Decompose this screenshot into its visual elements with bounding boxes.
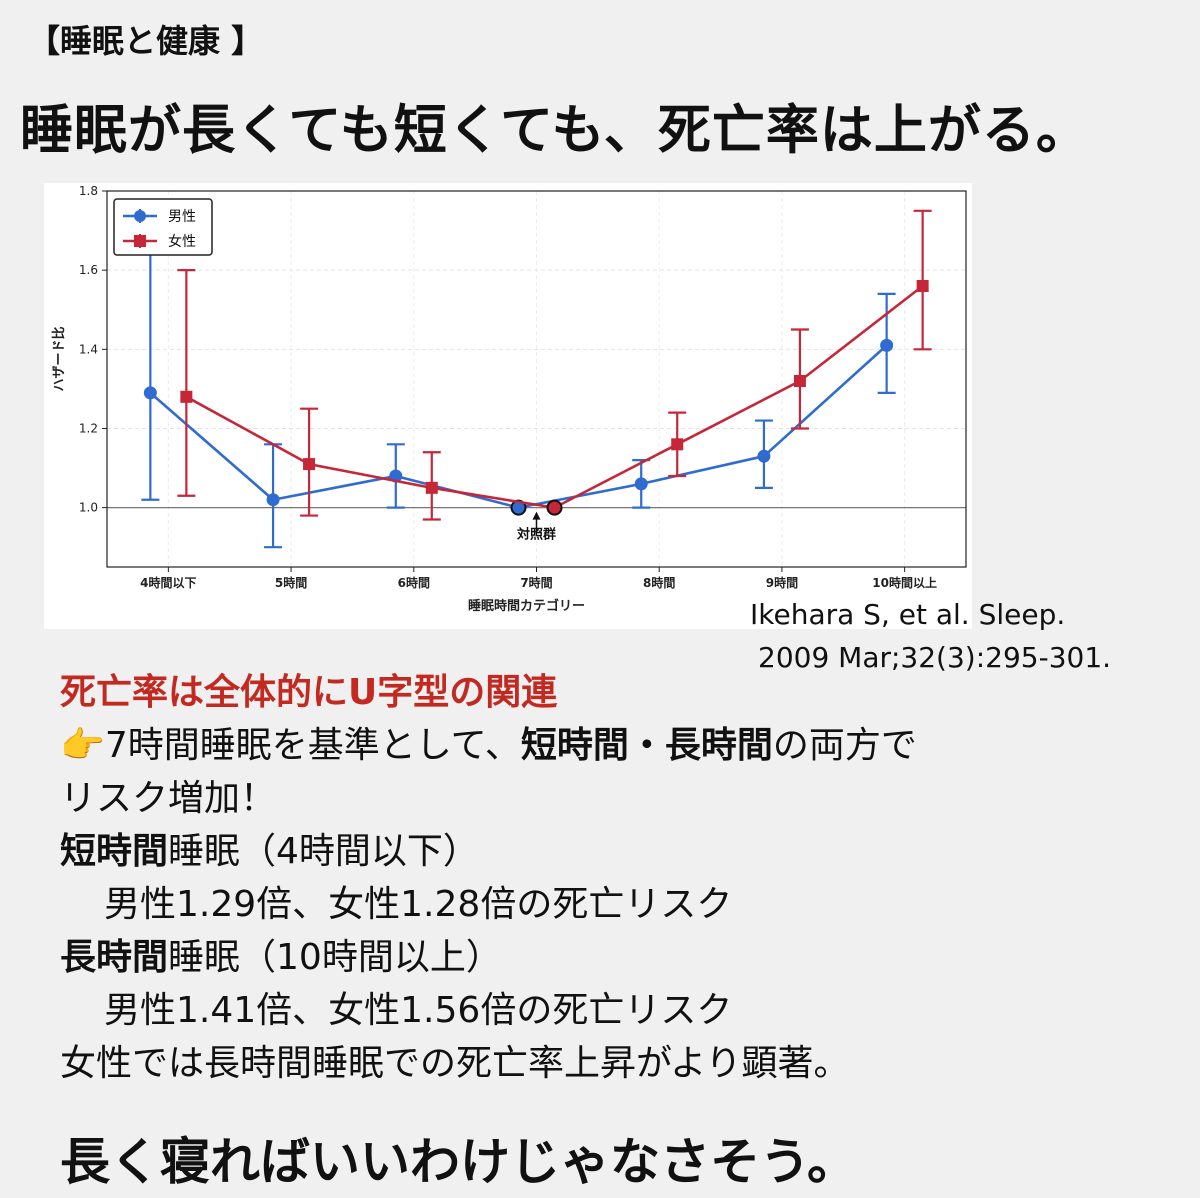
data-point-square [425,481,438,494]
female-note: 女性では長時間睡眠での死亡率上昇がより顕著。 [60,1043,850,1084]
data-point-circle [143,386,157,400]
data-point-square [671,438,684,451]
data-point-circle [266,493,280,507]
section-tag: 【睡眠と健康 】 [28,22,264,60]
short-sleep-label-bold: 短時間 [60,831,169,872]
data-point-square [916,279,929,292]
summary-text: 死亡率は全体的にU字型の関連 👉7時間睡眠を基準として、短時間・長時間の両方で … [60,666,917,1090]
legend-marker-circle [134,210,146,222]
data-point-reference [546,499,563,516]
x-tick-label: 4時間以下 [140,575,196,590]
short-sleep-label-rest: 睡眠（4時間以下） [168,831,479,872]
data-point-circle [880,338,894,352]
data-point-square [303,458,316,471]
data-point-square [180,390,193,403]
y-tick-label: 1.0 [79,501,98,515]
x-tick-label: 6時間 [398,575,430,590]
legend-label: 女性 [168,233,196,250]
citation: Ikehara S, et al. Sleep. 2009 Mar;32(3):… [750,593,1111,679]
closing-statement: 長く寝ればいいわけじゃなさそう。 [60,1133,857,1191]
baseline-line: 👉7時間睡眠を基準として、短時間・長時間の両方で [60,719,917,772]
y-tick-label: 1.4 [79,342,98,356]
x-tick-label: 9時間 [766,575,798,590]
long-sleep-heading: 長時間睡眠（10時間以上） [60,931,917,984]
u-shape-heading: 死亡率は全体的にU字型の関連 [60,672,558,713]
long-sleep-label-bold: 長時間 [60,937,169,978]
x-tick-label: 7時間 [520,575,552,590]
legend-marker-square [134,235,146,247]
baseline-text-a: 7時間睡眠を基準として、 [104,725,521,766]
citation-line-2: 2009 Mar;32(3):295-301. [758,641,1112,674]
risk-increase-line: リスク増加！ [60,778,277,819]
data-point-circle [634,477,648,491]
headline: 睡眠が長くても短くても、死亡率は上がる。 [20,100,1090,161]
y-tick-label: 1.6 [79,263,98,277]
x-tick-label: 5時間 [275,575,307,590]
x-tick-label: 8時間 [643,575,675,590]
long-sleep-detail: 男性1.41倍、女性1.56倍の死亡リスク [104,990,733,1031]
short-sleep-detail: 男性1.29倍、女性1.28倍の死亡リスク [104,884,733,925]
y-axis-label: ハザード比 [51,326,67,391]
series-line [185,284,924,509]
citation-line-1: Ikehara S, et al. Sleep. [750,598,1066,631]
pointing-finger-icon: 👉 [60,725,105,766]
long-sleep-label-rest: 睡眠（10時間以上） [168,937,502,978]
x-tick-label: 10時間以上 [872,575,937,590]
reference-arrow-head [532,511,541,520]
legend-box [113,198,213,256]
series-line [149,344,888,509]
short-sleep-heading: 短時間睡眠（4時間以下） [60,825,917,878]
reference-label: 対照群 [516,527,556,543]
baseline-text-b: 短時間・長時間 [520,725,773,766]
chart-svg: 1.0 1.2 1.4 1.6 1.8 4時間以下 5時間 6時間 7時間 8時間 9時間 10時間以… [51,184,967,614]
data-point-square [793,374,806,387]
x-axis-label: 睡眠時間カテゴリー [468,598,585,614]
y-tick-label: 1.2 [79,421,98,435]
hazard-ratio-chart: 1.0 1.2 1.4 1.6 1.8 4時間以下 5時間 6時間 7時間 8時間 9時間 10時間以… [44,183,972,629]
baseline-text-c: の両方で [772,725,917,766]
y-tick-label: 1.8 [79,184,98,198]
data-point-circle [757,449,771,463]
legend-label: 男性 [168,209,196,225]
